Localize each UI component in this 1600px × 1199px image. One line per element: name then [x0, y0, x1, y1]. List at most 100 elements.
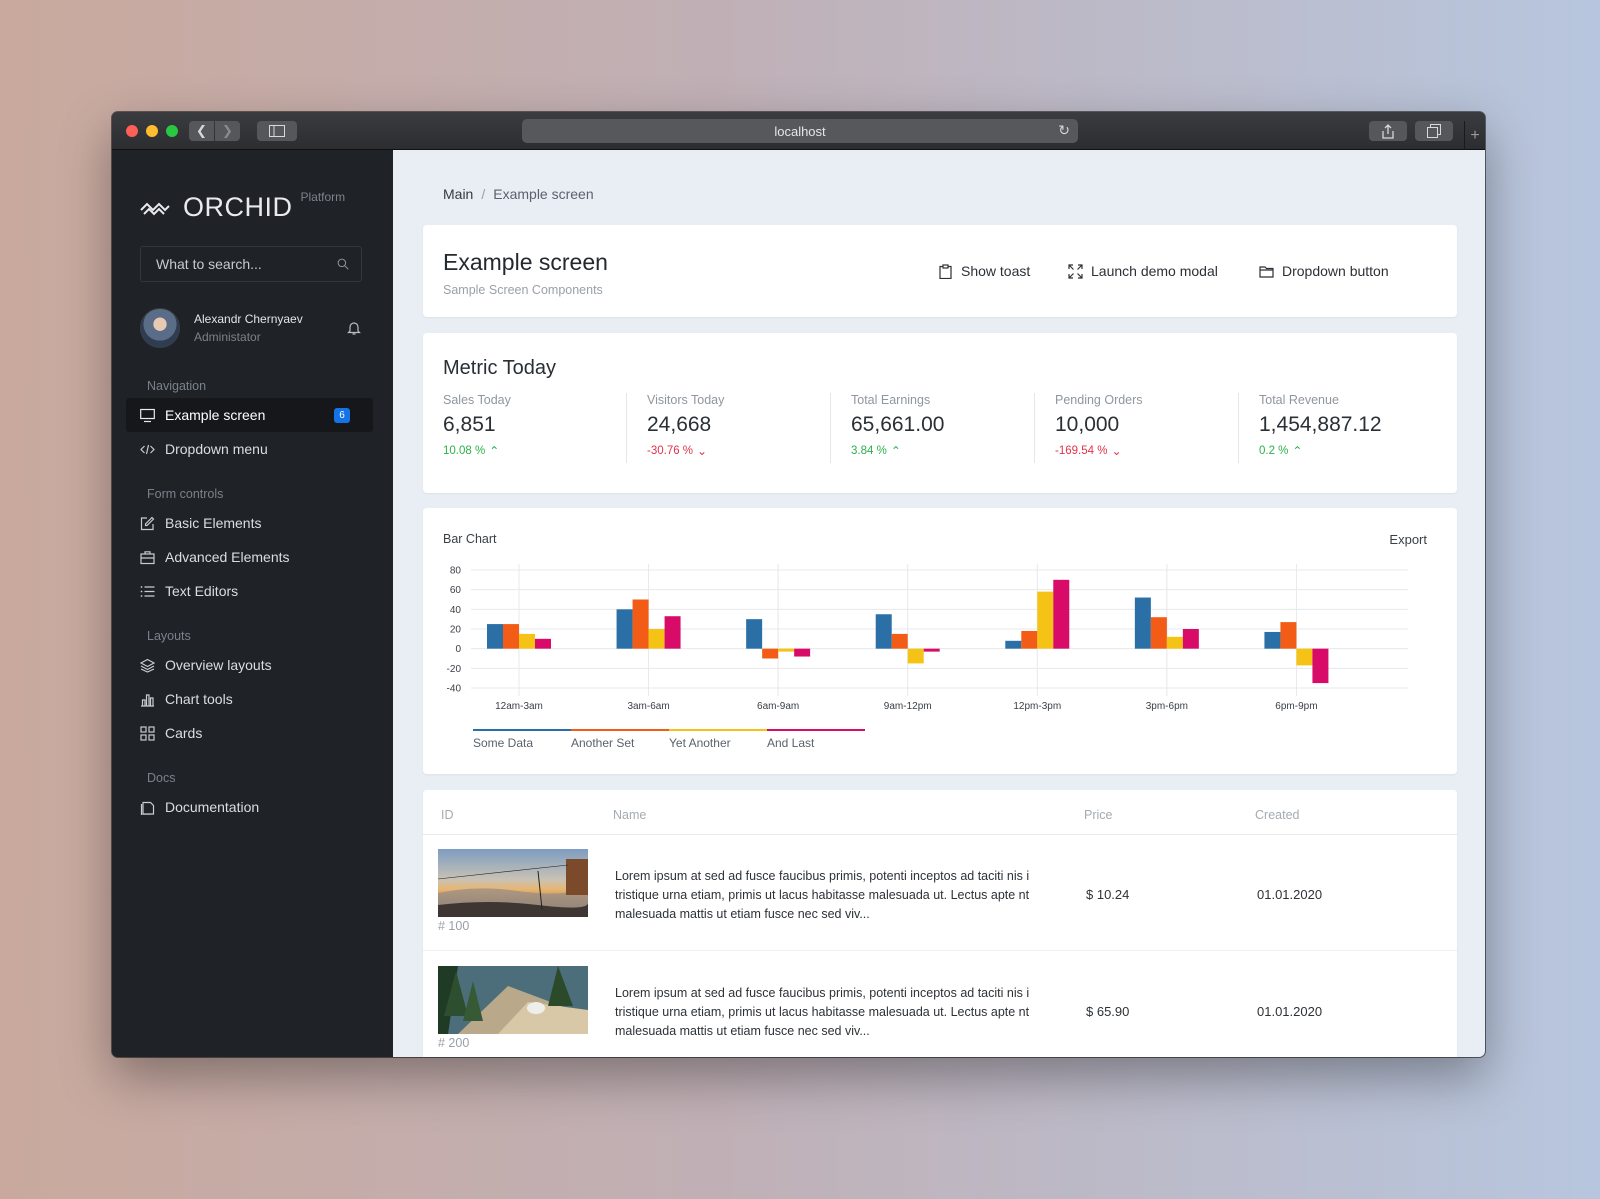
launch-demo-modal-button[interactable]: Launch demo modal — [1068, 263, 1218, 279]
nav-section-form-controls: Form controls — [147, 487, 224, 501]
bar-chart-icon — [141, 693, 154, 707]
clipboard-icon — [939, 263, 952, 279]
back-button[interactable]: ❮ — [189, 121, 214, 141]
toggle-sidebar-button[interactable] — [257, 121, 297, 141]
new-tab-button[interactable]: + — [1464, 121, 1485, 150]
search-icon[interactable] — [337, 256, 349, 272]
address-bar[interactable]: localhost ↻ — [522, 119, 1078, 143]
chevron-right-icon: ❯ — [222, 123, 233, 138]
y-tick-label: -20 — [447, 664, 462, 675]
bar — [616, 609, 633, 649]
nav-item-cards[interactable]: Cards — [126, 716, 373, 750]
legend-label: And Last — [767, 736, 815, 750]
metric-value: 6,851 — [443, 413, 496, 436]
row-price: $ 10.24 — [1086, 887, 1130, 902]
row-price: $ 65.90 — [1086, 1004, 1130, 1019]
metric-change-value: 10.08 % — [443, 445, 486, 457]
brand[interactable]: ORCHID Platform — [140, 190, 345, 224]
show-toast-button[interactable]: Show toast — [938, 263, 1030, 279]
nav-item-chart-tools[interactable]: Chart tools — [126, 682, 373, 716]
user-name: Alexandr Chernyaev — [194, 312, 303, 326]
row-id: # 200 — [438, 1036, 470, 1050]
metric-change-value: -169.54 % — [1055, 445, 1108, 457]
row-created: 01.01.2020 — [1257, 1004, 1323, 1019]
dropdown-button[interactable]: Dropdown button — [1259, 263, 1389, 279]
avatar[interactable] — [140, 308, 180, 348]
nav-item-advanced-elements[interactable]: Advanced Elements — [126, 540, 373, 574]
nav-item-dropdown-menu[interactable]: Dropdown menu — [126, 432, 373, 466]
legend-swatch — [669, 729, 767, 731]
metric-sales-today: Sales Today 6,851 10.08 % ⌃ — [423, 393, 627, 463]
user-profile[interactable]: Alexandr Chernyaev Administator — [140, 308, 362, 348]
bell-icon[interactable] — [346, 320, 362, 336]
bar — [891, 633, 908, 649]
nav-item-text-editors[interactable]: Text Editors — [126, 574, 373, 608]
close-window-button[interactable] — [126, 125, 138, 137]
column-header-id[interactable]: ID — [441, 808, 454, 822]
export-button[interactable]: Export — [1389, 532, 1427, 547]
bar — [1166, 636, 1183, 649]
metric-pending-orders: Pending Orders 10,000 -169.54 % ⌄ — [1035, 393, 1239, 463]
monitor-icon — [140, 408, 155, 422]
share-button[interactable] — [1369, 121, 1407, 141]
breadcrumb: Main / Example screen — [443, 186, 594, 202]
data-table: ID Name Price Created — [423, 790, 1457, 1057]
reload-icon[interactable]: ↻ — [1058, 122, 1070, 138]
metrics-card: Metric Today Sales Today 6,851 10.08 % ⌃ … — [423, 333, 1457, 493]
search-input[interactable] — [156, 256, 337, 272]
forward-button[interactable]: ❯ — [215, 121, 240, 141]
legend-label: Yet Another — [669, 736, 731, 750]
x-tick-label: 6pm-9pm — [1275, 701, 1317, 712]
bar — [1182, 629, 1199, 649]
show-tabs-button[interactable] — [1415, 121, 1453, 141]
maximize-window-button[interactable] — [166, 125, 178, 137]
bar — [1150, 617, 1167, 649]
metric-change: -169.54 % ⌄ — [1055, 444, 1238, 458]
page-header-card: Example screen Sample Screen Components … — [423, 225, 1457, 317]
sidebar-icon — [269, 125, 285, 137]
column-header-name[interactable]: Name — [613, 808, 647, 822]
minimize-window-button[interactable] — [146, 125, 158, 137]
nav-item-documentation[interactable]: Documentation — [126, 790, 373, 824]
table-row[interactable]: # 100 Lorem ipsum at sed ad fusce faucib… — [423, 835, 1457, 951]
metric-change-value: -30.76 % — [647, 445, 694, 457]
metric-change-value: 3.84 % — [851, 445, 887, 457]
column-header-created[interactable]: Created — [1255, 808, 1300, 822]
bar — [1296, 648, 1313, 666]
nav-item-example-screen[interactable]: Example screen 6 — [126, 398, 373, 432]
metric-change: -30.76 % ⌄ — [647, 444, 830, 458]
column-header-price[interactable]: Price — [1084, 808, 1113, 822]
metric-label: Visitors Today — [647, 393, 725, 407]
arrow-down-icon: ⌄ — [697, 444, 708, 458]
code-icon — [140, 444, 155, 454]
metric-label: Sales Today — [443, 393, 511, 407]
nav-section-layouts: Layouts — [147, 629, 191, 643]
metric-label: Total Earnings — [851, 393, 931, 407]
legend-label: Some Data — [473, 736, 533, 750]
bar-chart: 80 60 40 20 0 -20 -40 12am-3am 3am-6am 6am-9am 9am… — [447, 564, 1408, 750]
metric-visitors-today: Visitors Today 24,668 -30.76 % ⌄ — [627, 393, 831, 463]
nav-item-overview-layouts[interactable]: Overview layouts — [126, 648, 373, 682]
metric-change: 10.08 % ⌃ — [443, 444, 626, 458]
layers-icon — [140, 658, 155, 673]
metric-change: 0.2 % ⌃ — [1259, 444, 1443, 458]
briefcase-icon — [140, 550, 155, 564]
document-icon — [140, 801, 155, 815]
search-box — [140, 246, 362, 282]
arrow-up-icon: ⌃ — [1292, 444, 1303, 458]
metric-value: 65,661.00 — [851, 413, 945, 436]
bar — [1037, 591, 1054, 649]
page-subtitle: Sample Screen Components — [443, 283, 603, 297]
table-row[interactable]: # 200 Lorem ipsum at sed ad fusce faucib… — [423, 952, 1457, 1057]
x-tick-label: 9am-12pm — [884, 701, 932, 712]
breadcrumb-current: Example screen — [493, 186, 594, 202]
bar — [1312, 648, 1329, 684]
bar — [1280, 622, 1297, 649]
chart-title: Bar Chart — [443, 532, 497, 546]
metric-value: 24,668 — [647, 413, 712, 436]
row-created: 01.01.2020 — [1257, 887, 1323, 902]
breadcrumb-main-link[interactable]: Main — [443, 186, 474, 202]
metric-value: 1,454,887.12 — [1259, 413, 1382, 436]
nav-item-basic-elements[interactable]: Basic Elements — [126, 506, 373, 540]
show-toast-label: Show toast — [961, 263, 1031, 279]
